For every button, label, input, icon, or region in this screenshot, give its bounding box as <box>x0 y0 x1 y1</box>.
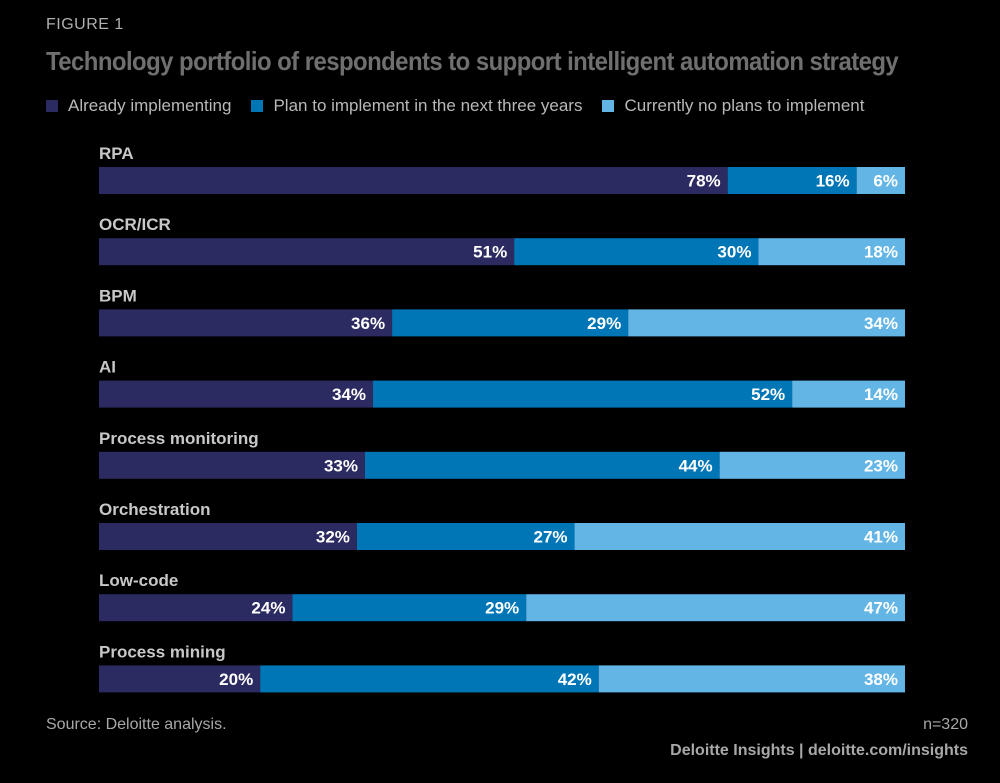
data-label-ocr-icr-no-plans: 18% <box>864 243 898 262</box>
data-label-orchestration-no-plans: 41% <box>864 528 898 547</box>
data-label-orchestration-already-implementing: 32% <box>316 528 350 547</box>
bar-segment-low-code-no-plans <box>526 594 905 622</box>
data-label-ai-already-implementing: 34% <box>332 385 366 404</box>
category-label-ocr-icr: OCR/ICR <box>99 215 171 234</box>
legend: Already implementing Plan to implement i… <box>46 96 864 116</box>
data-label-ai-no-plans: 14% <box>864 385 898 404</box>
category-label-process-mining: Process mining <box>99 642 226 661</box>
data-label-low-code-plan-to-implement: 29% <box>485 599 519 618</box>
category-label-low-code: Low-code <box>99 571 178 590</box>
bar-segment-bpm-plan-to-implement <box>392 309 629 337</box>
bar-segment-rpa-no-plans <box>856 167 905 194</box>
data-label-bpm-plan-to-implement: 29% <box>587 314 621 333</box>
bar-segment-ai-plan-to-implement <box>373 380 793 408</box>
legend-swatch <box>251 100 264 112</box>
bar-segment-bpm-no-plans <box>628 309 905 337</box>
data-label-low-code-no-plans: 47% <box>864 599 898 618</box>
bar-segment-rpa-plan-to-implement <box>727 167 857 194</box>
bar-segment-process-monitoring-already-implementing <box>99 451 365 479</box>
data-label-low-code-already-implementing: 24% <box>251 599 285 618</box>
source-note: Source: Deloitte analysis. <box>46 716 227 733</box>
bar-segment-low-code-already-implementing <box>99 594 293 622</box>
footer-credit: Deloitte Insights | deloitte.com/insight… <box>670 742 968 759</box>
category-label-bpm: BPM <box>99 286 137 305</box>
bar-segment-process-monitoring-no-plans <box>719 451 905 479</box>
category-label-ai: AI <box>99 358 116 377</box>
chart-title: Technology portfolio of respondents to s… <box>46 46 899 76</box>
data-label-ocr-icr-plan-to-implement: 30% <box>717 243 751 262</box>
bar-segment-rpa-already-implementing <box>99 167 728 194</box>
bar-segment-orchestration-already-implementing <box>99 523 357 550</box>
legend-label: Currently no plans to implement <box>624 96 865 115</box>
data-label-process-mining-no-plans: 38% <box>864 670 898 689</box>
data-label-process-mining-already-implementing: 20% <box>219 670 253 689</box>
bar-segment-ocr-icr-plan-to-implement <box>514 238 759 266</box>
data-label-bpm-no-plans: 34% <box>864 314 898 333</box>
data-label-rpa-no-plans: 6% <box>873 172 898 191</box>
bar-segment-ai-already-implementing <box>99 380 374 408</box>
data-label-process-monitoring-already-implementing: 33% <box>324 456 358 475</box>
category-label-rpa: RPA <box>99 144 134 163</box>
bar-segment-ocr-icr-already-implementing <box>99 238 515 266</box>
legend-label: Already implementing <box>68 96 232 115</box>
data-label-rpa-already-implementing: 78% <box>687 172 721 191</box>
data-label-bpm-already-implementing: 36% <box>351 314 385 333</box>
category-label-process-monitoring: Process monitoring <box>99 429 259 448</box>
figure-label: FIGURE 1 <box>46 16 124 33</box>
data-label-ai-plan-to-implement: 52% <box>751 385 785 404</box>
legend-item-plan-to-implement: Plan to implement in the next three year… <box>251 96 582 116</box>
legend-item-already-implementing: Already implementing <box>46 96 231 116</box>
bar-segment-process-mining-plan-to-implement <box>260 665 599 693</box>
data-label-ocr-icr-already-implementing: 51% <box>473 243 507 262</box>
legend-label: Plan to implement in the next three year… <box>273 96 583 115</box>
bar-segment-bpm-already-implementing <box>99 309 393 337</box>
bar-segment-process-monitoring-plan-to-implement <box>364 451 720 479</box>
legend-swatch <box>602 100 615 112</box>
sample-size: n=320 <box>923 716 968 733</box>
bar-segment-process-mining-already-implementing <box>99 665 261 693</box>
bar-segment-orchestration-plan-to-implement <box>356 523 575 550</box>
bar-segment-orchestration-no-plans <box>574 523 905 550</box>
bar-segment-process-mining-no-plans <box>598 665 905 693</box>
data-label-orchestration-plan-to-implement: 27% <box>534 528 568 547</box>
bar-segment-ai-no-plans <box>792 380 905 408</box>
data-label-process-monitoring-no-plans: 23% <box>864 456 898 475</box>
data-label-process-mining-plan-to-implement: 42% <box>558 670 592 689</box>
bar-segment-ocr-icr-no-plans <box>758 238 905 266</box>
data-label-rpa-plan-to-implement: 16% <box>816 172 850 191</box>
legend-item-no-plans: Currently no plans to implement <box>602 96 864 116</box>
data-label-process-monitoring-plan-to-implement: 44% <box>679 456 713 475</box>
legend-swatch <box>46 100 58 112</box>
category-label-orchestration: Orchestration <box>99 500 210 519</box>
bar-segment-low-code-plan-to-implement <box>292 594 527 622</box>
